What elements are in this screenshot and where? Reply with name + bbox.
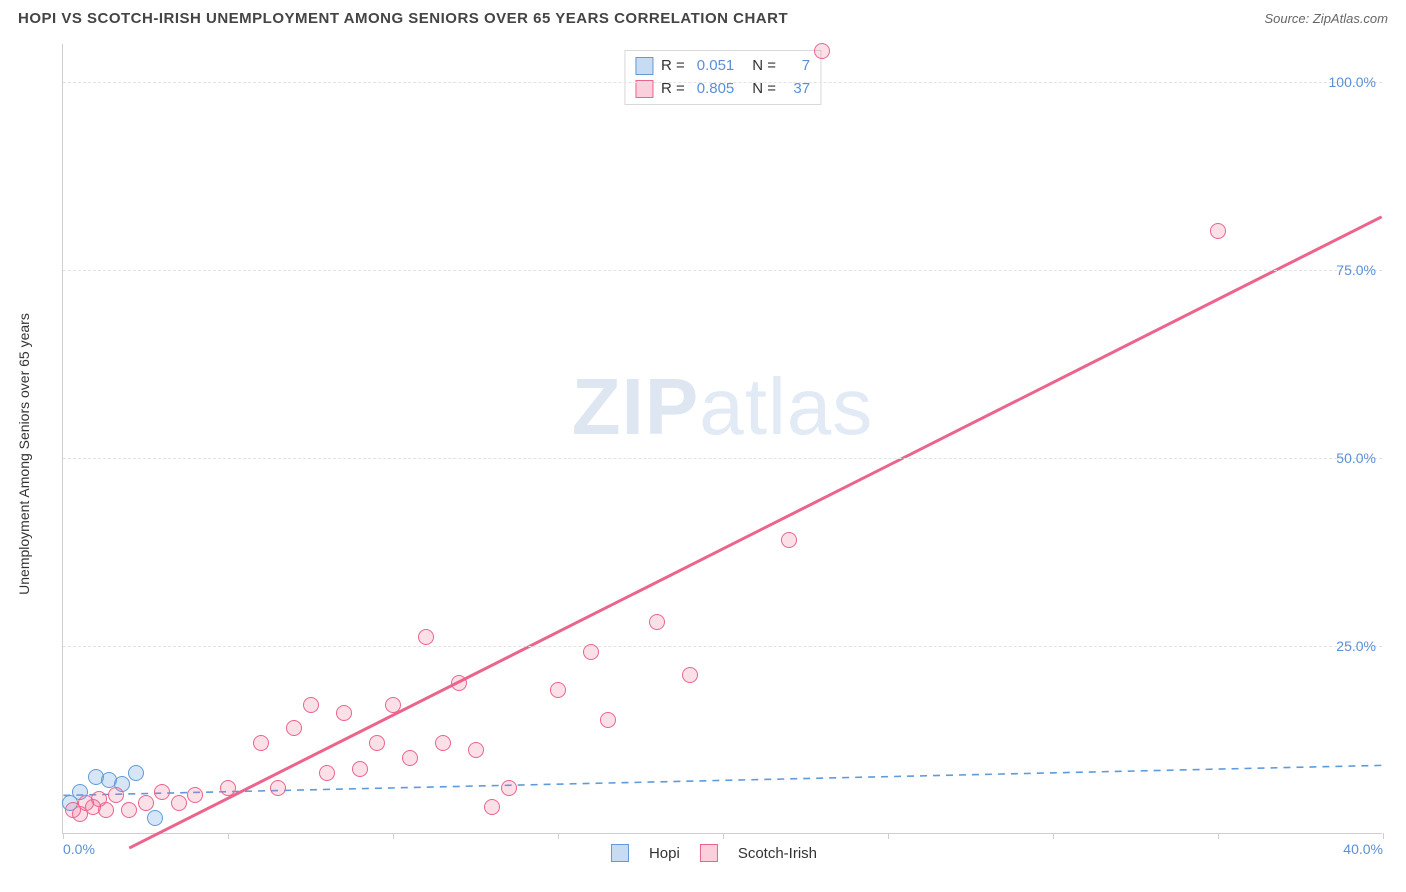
series-legend: Hopi Scotch-Irish — [611, 844, 817, 862]
gridline — [63, 270, 1382, 271]
data-point-b — [352, 761, 368, 777]
data-point-b — [501, 780, 517, 796]
chart-title: HOPI VS SCOTCH-IRISH UNEMPLOYMENT AMONG … — [18, 10, 788, 27]
data-point-b — [550, 682, 566, 698]
data-point-b — [649, 614, 665, 630]
swatch-hopi — [635, 57, 653, 75]
gridline — [63, 458, 1382, 459]
data-point-b — [98, 802, 114, 818]
x-tick — [63, 833, 64, 839]
stats-legend: R = 0.051 N = 7 R = 0.805 N = 37 — [624, 50, 821, 105]
regression-lines — [63, 44, 1382, 833]
data-point-b — [286, 720, 302, 736]
x-tick — [723, 833, 724, 839]
legend-label-hopi: Hopi — [649, 845, 680, 862]
data-point-b — [154, 784, 170, 800]
y-axis-label: Unemployment Among Seniors over 65 years — [16, 313, 32, 595]
data-point-b — [435, 735, 451, 751]
data-point-b — [121, 802, 137, 818]
x-tick — [1053, 833, 1054, 839]
data-point-b — [108, 787, 124, 803]
x-tick — [393, 833, 394, 839]
legend-label-scotch-irish: Scotch-Irish — [738, 845, 817, 862]
regression-line-b — [129, 217, 1381, 848]
gridline — [63, 82, 1382, 83]
x-tick-label: 40.0% — [1343, 841, 1383, 857]
data-point-b — [385, 697, 401, 713]
x-tick — [228, 833, 229, 839]
x-tick-label: 0.0% — [63, 841, 95, 857]
x-tick — [888, 833, 889, 839]
stats-row-hopi: R = 0.051 N = 7 — [635, 55, 810, 78]
data-point-b — [303, 697, 319, 713]
data-point-b — [187, 787, 203, 803]
data-point-b — [253, 735, 269, 751]
data-point-b — [600, 712, 616, 728]
gridline — [63, 646, 1382, 647]
source-label: Source: ZipAtlas.com — [1264, 11, 1388, 26]
data-point-b — [1210, 223, 1226, 239]
data-point-b — [418, 629, 434, 645]
data-point-b — [220, 780, 236, 796]
data-point-a — [128, 765, 144, 781]
data-point-b — [781, 532, 797, 548]
y-tick-label: 75.0% — [1336, 262, 1376, 278]
y-tick-label: 25.0% — [1336, 638, 1376, 654]
data-point-b — [682, 667, 698, 683]
data-point-b — [402, 750, 418, 766]
data-point-b — [468, 742, 484, 758]
y-tick-label: 100.0% — [1329, 74, 1376, 90]
data-point-b — [369, 735, 385, 751]
data-point-b — [270, 780, 286, 796]
legend-swatch-hopi — [611, 844, 629, 862]
data-point-b — [336, 705, 352, 721]
data-point-b — [814, 43, 830, 59]
data-point-b — [138, 795, 154, 811]
data-point-b — [583, 644, 599, 660]
x-tick — [1218, 833, 1219, 839]
legend-swatch-scotch-irish — [700, 844, 718, 862]
data-point-a — [147, 810, 163, 826]
plot-area: ZIPatlas R = 0.051 N = 7 R = 0.805 N = 3… — [62, 44, 1382, 834]
data-point-b — [451, 675, 467, 691]
chart-container: Unemployment Among Seniors over 65 years… — [40, 44, 1388, 864]
data-point-b — [319, 765, 335, 781]
x-tick — [1383, 833, 1384, 839]
data-point-b — [484, 799, 500, 815]
data-point-b — [171, 795, 187, 811]
y-tick-label: 50.0% — [1336, 450, 1376, 466]
x-tick — [558, 833, 559, 839]
